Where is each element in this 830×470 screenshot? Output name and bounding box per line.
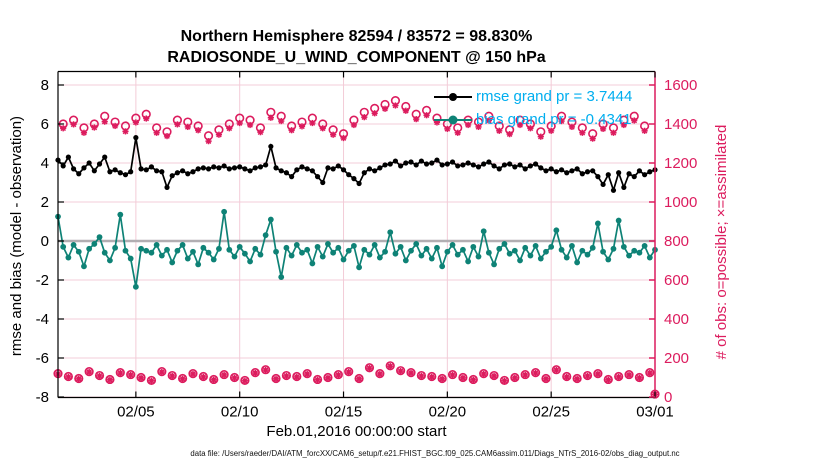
bias-line-swatch-icon xyxy=(434,115,472,124)
svg-text:8: 8 xyxy=(41,77,49,94)
svg-text:400: 400 xyxy=(664,311,689,328)
svg-text:600: 600 xyxy=(664,272,689,289)
svg-text:1000: 1000 xyxy=(664,194,697,211)
legend: rmse grand pr = 3.7444 bias grand pr = -… xyxy=(433,85,632,131)
title-line-1: Northern Hemisphere 82594 / 83572 = 98.8… xyxy=(180,28,533,45)
svg-text:-8: -8 xyxy=(36,389,49,406)
svg-text:-4: -4 xyxy=(36,311,49,328)
svg-text:1400: 1400 xyxy=(664,116,697,133)
rmse-line-swatch-icon xyxy=(434,92,472,101)
svg-text:1200: 1200 xyxy=(664,155,697,172)
plot-title: Northern Hemisphere 82594 / 83572 = 98.8… xyxy=(58,26,655,68)
svg-text:02/20: 02/20 xyxy=(429,404,467,421)
title-line-2: RADIOSONDE_U_WIND_COMPONENT @ 150 hPa xyxy=(167,49,546,66)
legend-label-rmse: rmse grand pr = 3.7444 xyxy=(476,88,633,105)
data-file-path: data file: /Users/raeder/DAI/ATM_forcXX/… xyxy=(190,449,680,458)
svg-text:03/01: 03/01 xyxy=(636,404,674,421)
svg-text:0: 0 xyxy=(41,233,49,250)
svg-text:-6: -6 xyxy=(36,350,49,367)
obs-count-series xyxy=(53,95,660,399)
svg-text:-2: -2 xyxy=(36,272,49,289)
tick-labels: 02/05 02/10 02/15 02/20 02/25 03/01 -8 -6 -4 -2 0 2… xyxy=(36,77,698,421)
svg-text:1600: 1600 xyxy=(664,77,697,94)
svg-text:02/15: 02/15 xyxy=(325,404,363,421)
legend-label-bias: bias grand pr = -0.4341 xyxy=(476,111,632,128)
svg-text:0: 0 xyxy=(664,389,672,406)
svg-text:800: 800 xyxy=(664,233,689,250)
svg-text:6: 6 xyxy=(41,116,49,133)
legend-row-rmse: rmse grand pr = 3.7444 xyxy=(433,85,632,108)
x-axis-label: Feb.01,2016 00:00:00 start xyxy=(266,423,447,440)
bias-series xyxy=(55,208,658,290)
svg-text:02/10: 02/10 xyxy=(221,404,259,421)
svg-text:02/25: 02/25 xyxy=(532,404,570,421)
svg-text:4: 4 xyxy=(41,155,49,172)
svg-text:02/05: 02/05 xyxy=(117,404,155,421)
y-axis-label-left: rmse and bias (model - observation) xyxy=(8,115,25,357)
svg-text:200: 200 xyxy=(664,350,689,367)
rmse-series xyxy=(55,135,658,194)
y-axis-label-right: # of obs: o=possible; ×=assimilated xyxy=(713,124,730,360)
svg-text:2: 2 xyxy=(41,194,49,211)
legend-row-bias: bias grand pr = -0.4341 xyxy=(433,108,632,131)
axis-frame xyxy=(57,70,656,399)
